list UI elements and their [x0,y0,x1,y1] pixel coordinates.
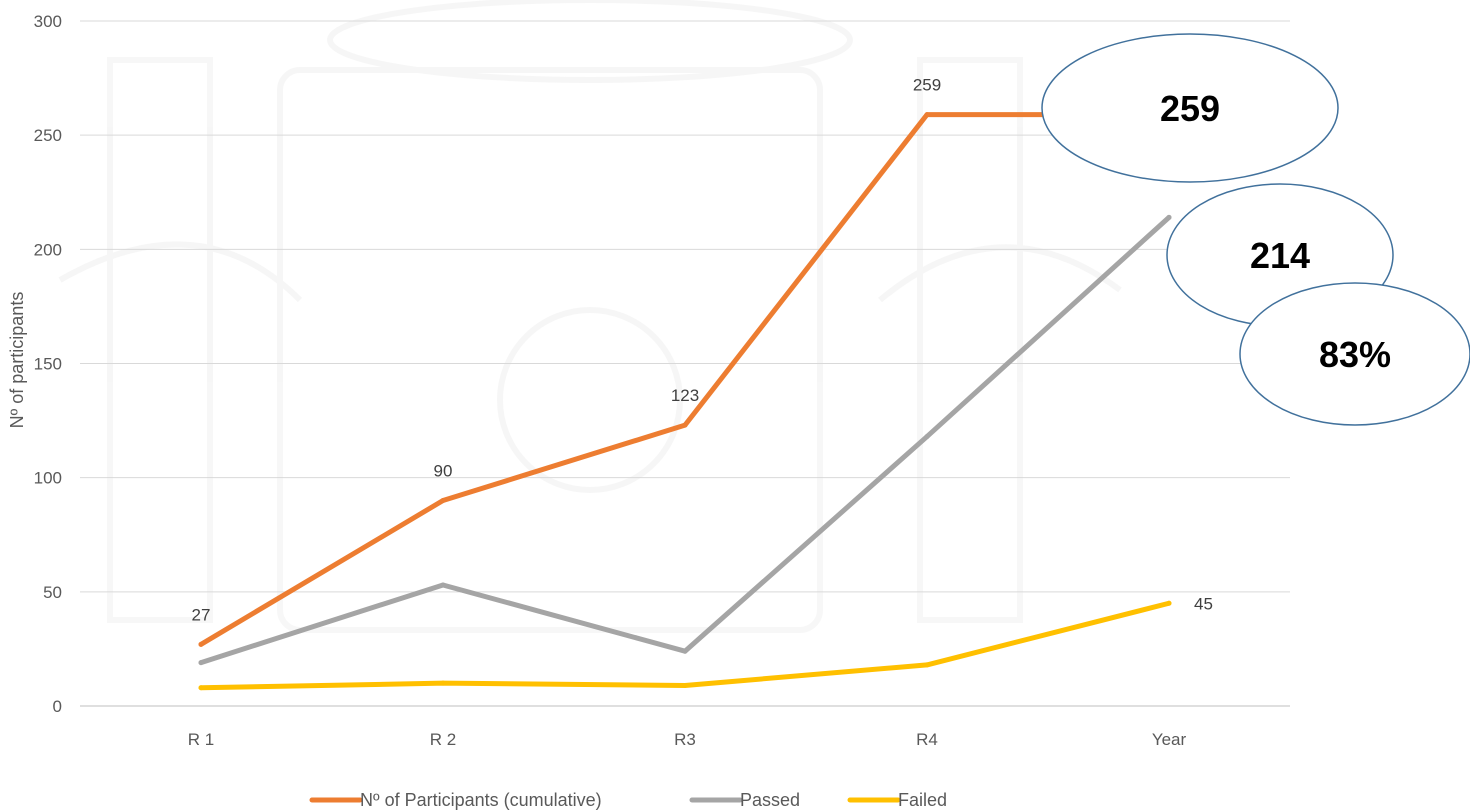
y-axis: 0 50 100 150 200 250 300 [34,12,62,716]
data-point [924,434,930,440]
callout-text: 214 [1250,235,1310,276]
legend-label: Passed [740,790,800,810]
data-point [682,682,688,688]
x-tick-label: R 1 [188,730,214,749]
x-tick-label: R3 [674,730,696,749]
data-point [198,660,204,666]
coat-of-arms-watermark [58,0,1122,633]
data-labels: 27 90 123 259 45 [192,76,1213,625]
data-point [682,422,688,428]
y-tick-label: 200 [34,240,62,259]
data-point [440,498,446,503]
legend-label: Nº of Participants (cumulative) [360,790,602,810]
data-point [198,685,204,691]
callout-bubble [1041,33,1339,183]
callouts: 259 214 83% [1041,33,1470,426]
series-line-0 [198,112,1172,647]
y-tick-label: 100 [34,469,62,488]
data-point [682,648,688,654]
data-label: 259 [913,76,941,95]
x-tick-label: Year [1152,730,1187,749]
data-point [440,680,446,686]
series-line-1 [198,214,1172,666]
data-point [924,112,930,118]
legend-label: Failed [898,790,947,810]
y-tick-label: 150 [34,355,62,374]
x-tick-label: R4 [916,730,938,749]
y-tick-label: 250 [34,126,62,145]
data-point [924,662,930,668]
legend: Nº of Participants (cumulative) Passed Fai… [309,790,947,810]
y-tick-label: 50 [43,583,62,602]
y-tick-label: 300 [34,12,62,31]
callout-text: 83% [1319,334,1391,375]
x-axis: R 1 R 2 R3 R4 Year [188,730,1187,749]
data-point [1166,214,1172,220]
x-tick-label: R 2 [430,730,456,749]
data-label: 123 [671,386,699,405]
data-label: 45 [1194,594,1213,613]
gridlines [80,20,1290,707]
callout-bubble [1239,282,1470,426]
data-label: 90 [434,462,453,481]
y-axis-title: Nº of participants [7,292,27,429]
data-point [1166,600,1172,606]
data-label: 27 [192,605,211,624]
series-lines [198,112,1172,691]
data-point [198,641,204,647]
data-point [440,582,446,588]
y-tick-label: 0 [53,697,62,716]
callout-text: 259 [1160,88,1220,129]
